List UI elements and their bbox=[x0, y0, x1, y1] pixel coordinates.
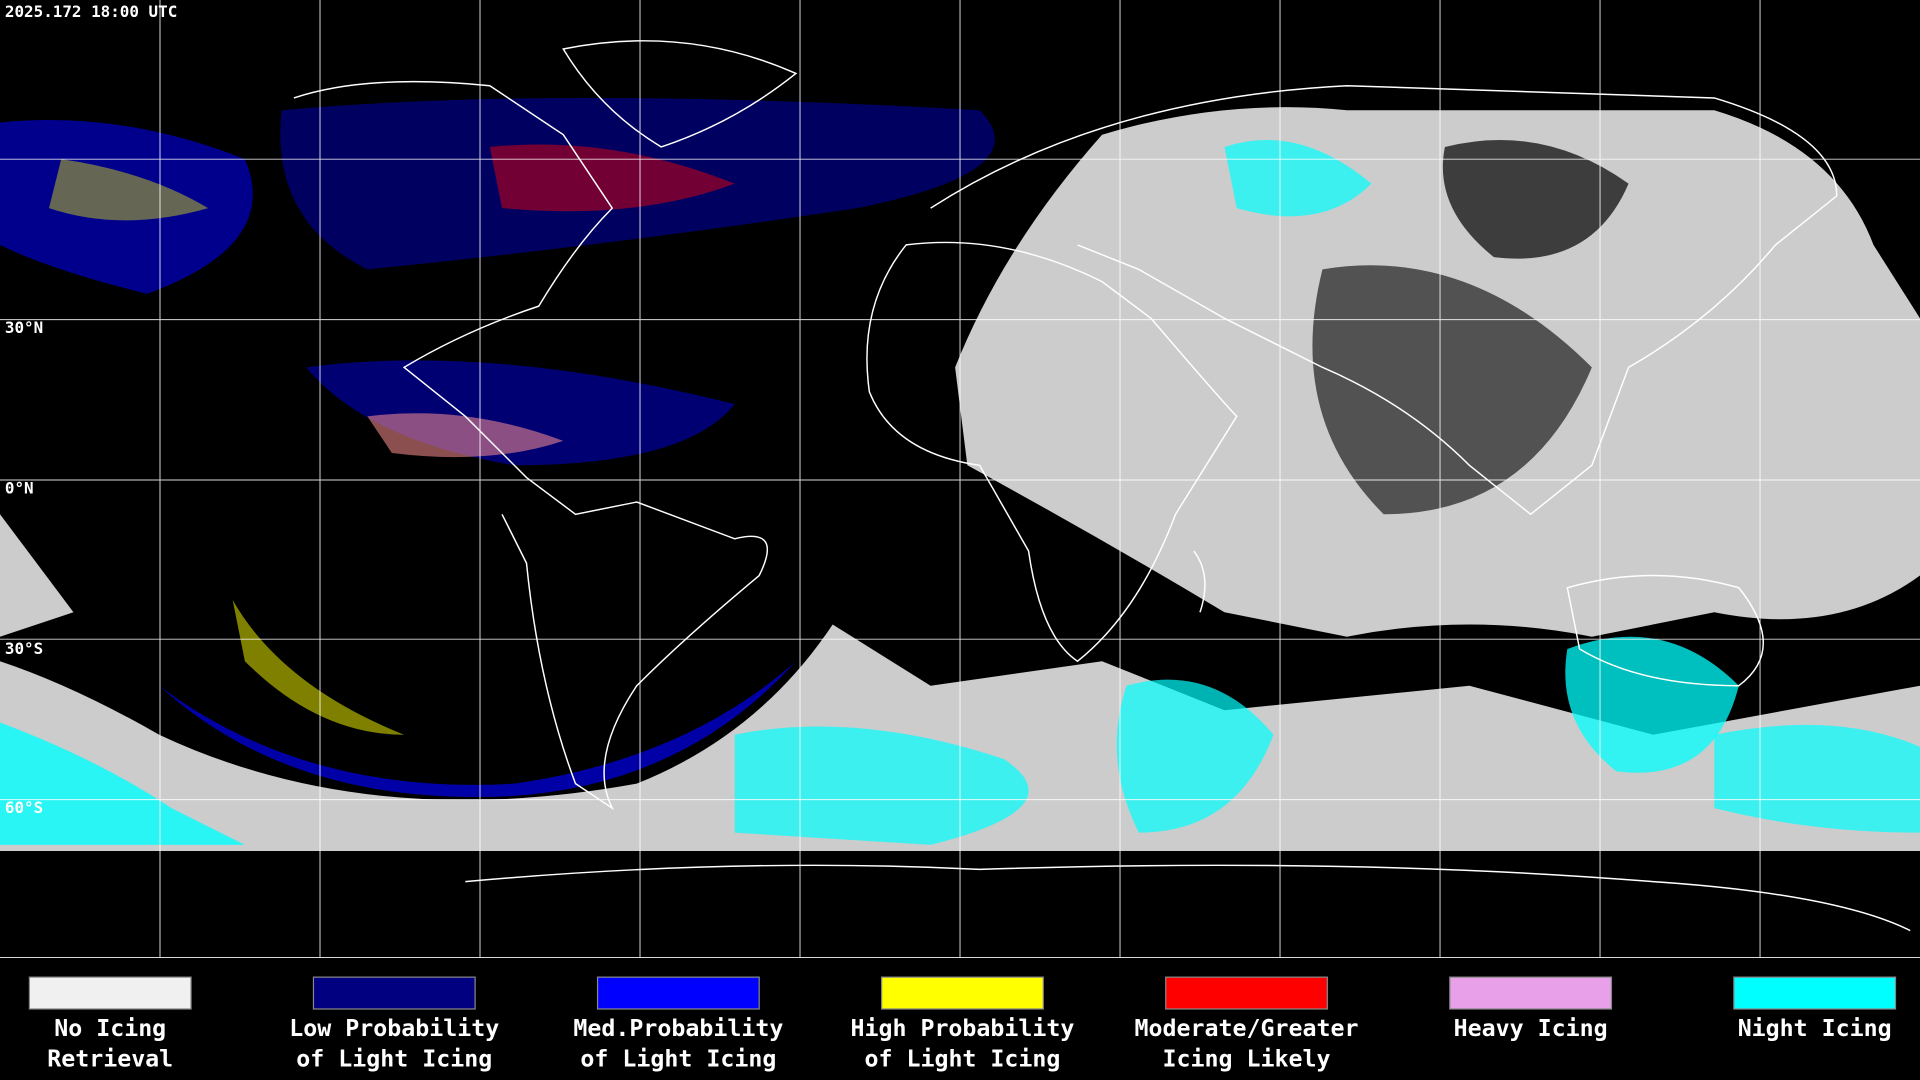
legend-swatch bbox=[28, 976, 192, 1010]
legend-label: Heavy Icing bbox=[1454, 1015, 1608, 1042]
legend-swatch bbox=[881, 976, 1044, 1010]
legend-label: High Probability bbox=[850, 1015, 1074, 1042]
legend-label: Retrieval bbox=[47, 1046, 173, 1073]
legend-swatch bbox=[1165, 976, 1328, 1010]
graticule bbox=[0, 0, 1920, 959]
latitude-label: 60°S bbox=[5, 798, 43, 817]
timestamp: 2025.172 18:00 UTC bbox=[5, 2, 177, 21]
legend-swatch bbox=[596, 976, 760, 1010]
latitude-label: 0°N bbox=[5, 478, 34, 497]
legend-label: of Light Icing bbox=[580, 1046, 776, 1073]
legend-label: Night Icing bbox=[1738, 1015, 1892, 1042]
latitude-label: 30°N bbox=[5, 318, 43, 337]
legend-label: Low Probability bbox=[289, 1015, 499, 1042]
latitude-label: 30°S bbox=[5, 639, 43, 658]
legend-label: of Light Icing bbox=[864, 1046, 1060, 1073]
legend-label: Moderate/Greater bbox=[1135, 1015, 1359, 1042]
legend-label: Med.Probability bbox=[573, 1015, 783, 1042]
legend-label: of Light Icing bbox=[296, 1046, 492, 1073]
coastlines bbox=[293, 40, 1911, 932]
legend-label: Icing Likely bbox=[1163, 1046, 1331, 1073]
legend-label: No Icing bbox=[54, 1015, 166, 1042]
legend-swatch bbox=[312, 976, 476, 1010]
legend-swatch bbox=[1733, 976, 1897, 1010]
legend-swatch bbox=[1449, 976, 1613, 1010]
